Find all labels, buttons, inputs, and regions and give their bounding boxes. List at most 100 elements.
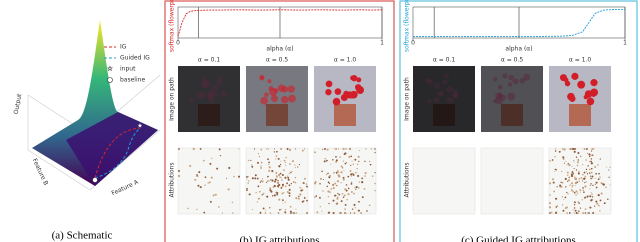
attribution-dot	[595, 186, 598, 189]
flower	[433, 82, 441, 89]
attribution-dot	[596, 202, 599, 205]
attribution-dot	[588, 212, 591, 214]
flower	[559, 74, 567, 82]
attribution-dot	[216, 167, 219, 170]
attribution-dot	[199, 148, 202, 150]
attribution-dot	[291, 160, 295, 163]
attribution-dot	[571, 171, 574, 174]
x-tick-label: 1	[380, 40, 384, 47]
attribution-dot	[353, 192, 355, 195]
attribution-dot	[583, 177, 586, 180]
attribution-dot	[282, 192, 285, 194]
attribution-dot	[333, 172, 335, 174]
attribution-dot	[339, 212, 342, 214]
attribution-dot	[552, 181, 555, 184]
attribution-dot	[259, 181, 262, 183]
attribution-dot	[595, 181, 598, 184]
attribution-dot	[347, 193, 350, 196]
attribution-dot	[357, 155, 360, 158]
attribution-dot	[587, 212, 590, 214]
y-axis-label: softmax (flowerpot)	[404, 0, 411, 52]
attribution-dot	[374, 148, 376, 150]
flower	[332, 97, 341, 106]
attribution-dot	[352, 163, 354, 165]
attribution-dot	[609, 166, 611, 168]
attribution-dot	[276, 150, 278, 153]
attribution-dot	[354, 158, 357, 161]
attribution-dot	[330, 188, 333, 190]
attribution-dot	[364, 172, 367, 175]
attribution-dot	[259, 212, 262, 214]
attribution-dot	[268, 161, 270, 164]
attribution-dot	[281, 174, 284, 177]
attribution-dot	[302, 182, 305, 184]
alpha-label: α = 1.0	[569, 57, 592, 64]
input-star: ★	[137, 123, 142, 130]
attribution-dot	[238, 175, 240, 178]
flower	[442, 79, 448, 85]
attribution-dot	[605, 186, 607, 189]
attribution-dot	[336, 197, 339, 200]
attribution-dot	[279, 176, 281, 178]
attribution-dot	[582, 180, 584, 182]
flower	[519, 78, 525, 84]
attribution-dot	[590, 167, 593, 170]
attribution-dot	[278, 175, 280, 177]
attribution-dot	[247, 159, 250, 162]
attribution-dot	[564, 196, 567, 199]
attribution-dot	[298, 163, 300, 166]
flower	[287, 85, 295, 93]
attribution-dot	[300, 189, 303, 192]
attribution-dot	[267, 158, 269, 161]
attribution-dot	[361, 196, 364, 199]
attribution-dot	[573, 207, 576, 209]
attribution-dot	[374, 190, 376, 192]
attribution-dot	[204, 184, 206, 186]
attribution-dot	[575, 169, 578, 171]
attribution-dot	[232, 212, 234, 214]
attribution-dot	[209, 200, 212, 203]
attribution-dot	[584, 212, 587, 214]
attribution-dot	[585, 159, 587, 161]
attribution-dot	[361, 181, 364, 184]
attribution-dot	[189, 164, 192, 167]
attribution-dot	[250, 164, 253, 166]
flower	[446, 86, 454, 93]
attribution-dot	[280, 176, 282, 179]
attribution-dot	[579, 191, 581, 193]
attribution-dot	[301, 149, 304, 152]
legend-label: IG	[120, 44, 127, 51]
attribution-dot	[575, 190, 578, 193]
attribution-dot	[287, 178, 290, 181]
attribution-dot	[276, 185, 279, 188]
attribution-dot	[196, 174, 198, 176]
flower	[590, 79, 598, 87]
attribution-dot	[350, 155, 353, 158]
attribution-dot	[332, 199, 335, 202]
attribution-dot	[335, 148, 337, 150]
attribution-dot	[561, 196, 564, 198]
attribution-dot	[339, 156, 341, 158]
attribution-dot	[278, 208, 280, 211]
attribution-dot	[208, 181, 211, 184]
attribution-dot	[599, 176, 601, 178]
attribution-dot	[589, 206, 592, 209]
attribution-dot	[597, 164, 599, 166]
attribution-dot	[306, 212, 308, 214]
attribution-dot	[550, 211, 553, 214]
attribution-dot	[578, 171, 580, 173]
row-label: Attributions	[169, 162, 176, 197]
attribution-dot	[582, 187, 584, 189]
attribution-dot	[293, 212, 295, 214]
attribution-dot	[554, 155, 556, 158]
attribution-dot	[572, 190, 575, 193]
attribution-dot	[266, 195, 269, 198]
flower	[216, 76, 223, 83]
attribution-dot	[573, 191, 576, 194]
attribution-dot	[280, 148, 282, 150]
flower	[427, 98, 432, 104]
attribution-dot	[582, 189, 584, 191]
flower	[507, 92, 515, 101]
attribution-dot	[275, 155, 278, 157]
attribution-dot	[328, 182, 331, 185]
